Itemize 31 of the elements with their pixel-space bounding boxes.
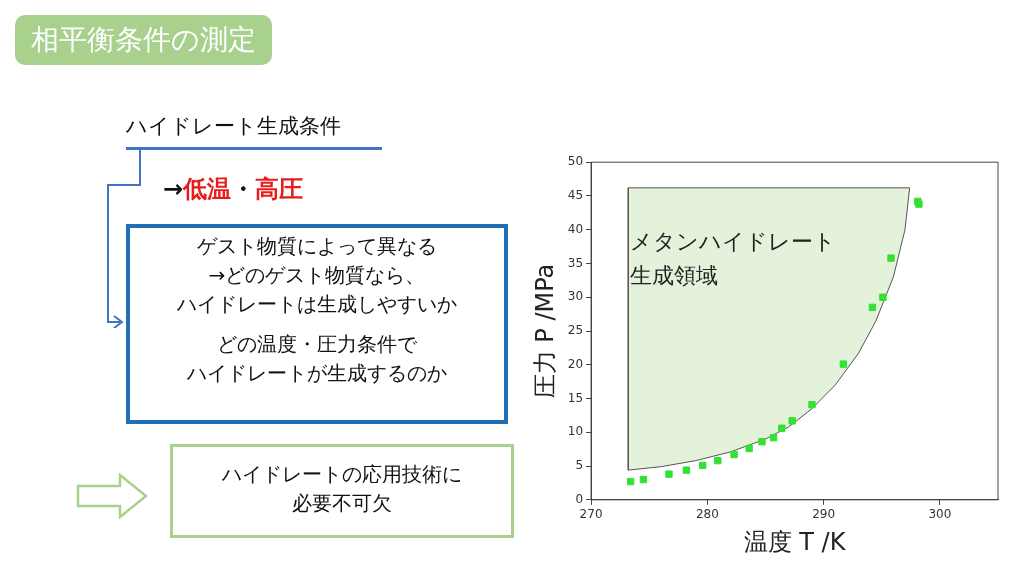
x-axis-title: 温度 T /K (743, 527, 847, 556)
y-tick-label: 40 (567, 221, 584, 236)
x-tick-label: 280 (695, 507, 719, 522)
x-tick-label: 290 (812, 507, 836, 522)
text: 低温 (183, 175, 232, 203)
text: 高圧 (255, 175, 304, 203)
text: ・ (231, 175, 256, 203)
y-tick-label: 30 (567, 289, 584, 304)
text: どの温度・圧力条件で (216, 331, 418, 358)
y-tick-label: 35 (567, 255, 584, 270)
y-tick-label: 15 (567, 390, 584, 405)
y-tick-label: 5 (575, 458, 584, 473)
y-tick-label: 0 (575, 491, 584, 506)
annotation: 生成領域 (630, 262, 719, 288)
text: →どのゲスト物質なら、 (207, 262, 427, 289)
y-tick-label: 50 (567, 154, 584, 169)
text: ハイドレートが生成するのか (186, 360, 448, 387)
y-tick-label: 20 (567, 356, 584, 371)
y-tick-label: 45 (567, 188, 584, 203)
text: ハイドレートの応用技術に (221, 461, 463, 488)
x-tick-label: 300 (928, 507, 952, 522)
text: ハイドレートは生成しやすいか (176, 291, 458, 318)
text: ハイドレート生成条件 (126, 113, 341, 140)
annotation: メタンハイドレート (630, 228, 837, 254)
text: 相平衡条件の測定 (15, 15, 272, 65)
y-tick-label: 10 (567, 424, 584, 439)
x-tick-label: 270 (579, 507, 603, 522)
text: 必要不可欠 (291, 490, 393, 517)
text: ゲスト物質によって異なる (196, 233, 438, 260)
y-tick-label: 25 (567, 323, 584, 338)
y-axis-title: 圧力 P /MPa (530, 263, 559, 399)
